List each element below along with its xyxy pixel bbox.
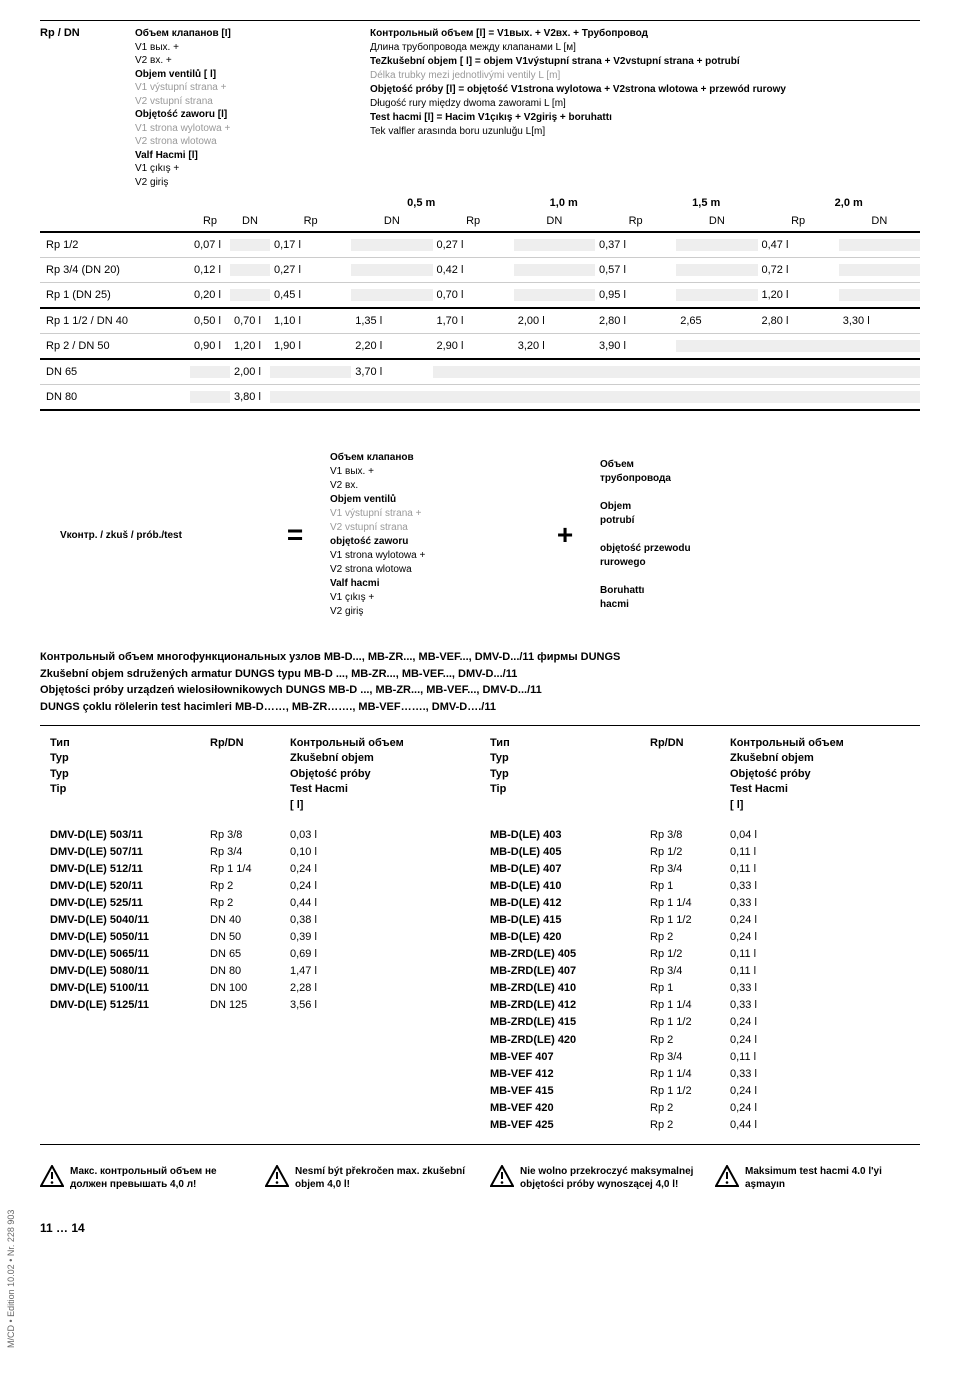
column-header-row: RpDN RpDNRpDNRpDNRpDN (40, 215, 920, 233)
list-item: MB-VEF 415Rp 1 1/20,24 l (490, 1083, 910, 1100)
section-title: Контрольный объем многофункциональных уз… (40, 649, 920, 715)
list-item: MB-VEF 412Rp 1 1/40,33 l (490, 1066, 910, 1083)
warning-icon (40, 1165, 64, 1187)
list-item: DMV-D(LE) 512/11Rp 1 1/40,24 l (50, 861, 470, 878)
table-row: DN 803,80 l (40, 385, 920, 411)
list-item: DMV-D(LE) 525/11Rp 20,44 l (50, 895, 470, 912)
list-item: DMV-D(LE) 520/11Rp 20,24 l (50, 878, 470, 895)
list-item: MB-VEF 425Rp 20,44 l (490, 1117, 910, 1134)
list-item: DMV-D(LE) 5065/11DN 650,69 l (50, 946, 470, 963)
warning-icon (715, 1165, 739, 1187)
list-item: MB-ZRD(LE) 412Rp 1 1/40,33 l (490, 997, 910, 1014)
list-item: DMV-D(LE) 503/11Rp 3/80,03 l (50, 827, 470, 844)
list-item: DMV-D(LE) 5100/11DN 1002,28 l (50, 980, 470, 997)
equals-sign: = (280, 519, 310, 551)
list-item: MB-D(LE) 407Rp 3/40,11 l (490, 861, 910, 878)
page-number: 11 … 14 (40, 1221, 920, 1235)
rpdn-header: Rp/DN (210, 736, 290, 813)
warning-item: Nie wolno przekroczyć maksymalnej objęto… (490, 1165, 695, 1191)
table-row: Rp 1 (DN 25)0,20 l0,45 l0,70 l0,95 l1,20… (40, 283, 920, 309)
list-item: MB-ZRD(LE) 420Rp 20,24 l (490, 1032, 910, 1049)
table-row: Rp 3/4 (DN 20)0,12 l0,27 l0,42 l0,57 l0,… (40, 258, 920, 283)
list-item: MB-D(LE) 410Rp 10,33 l (490, 878, 910, 895)
warning-icon (490, 1165, 514, 1187)
list-item: DMV-D(LE) 5040/11DN 400,38 l (50, 912, 470, 929)
volume-header: Контрольный объемZkušební objemObjętość … (730, 736, 910, 813)
formula-pipe-col: Объемтрубопровода Objempotrubí objętość … (600, 458, 800, 612)
list-item: DMV-D(LE) 5080/11DN 801,47 l (50, 963, 470, 980)
rpdn-label: Rp / DN (40, 27, 135, 189)
list-item: MB-D(LE) 415Rp 1 1/20,24 l (490, 912, 910, 929)
warnings-row: Макс. контрольный объем не должен превыш… (40, 1165, 920, 1191)
type-header: ТипTypTypTip (50, 736, 210, 813)
col-rp: Rp (190, 215, 230, 227)
col-dn: DN (230, 215, 270, 227)
v-label: Vконтр. / zkuš / prób./test (60, 530, 260, 541)
formula-block: Vконтр. / zkuš / prób./test = Объем клап… (40, 451, 920, 619)
list-item: DMV-D(LE) 507/11Rp 3/40,10 l (50, 844, 470, 861)
list-item: MB-VEF 420Rp 20,24 l (490, 1100, 910, 1117)
volume-header: Контрольный объемZkušební objemObjętość … (290, 736, 470, 813)
list-item: MB-ZRD(LE) 415Rp 1 1/20,24 l (490, 1014, 910, 1031)
type-header: ТипTypTypTip (490, 736, 650, 813)
table-row: DN 652,00 l3,70 l (40, 360, 920, 385)
edition-label: M/CD • Edition 10.02 • Nr. 228 903 (6, 1210, 16, 1348)
list-item: DMV-D(LE) 5125/11DN 1253,56 l (50, 997, 470, 1014)
table-row: Rp 2 / DN 500,90 l1,20 l1,90 l2,20 l2,90… (40, 334, 920, 360)
list-item: MB-VEF 407Rp 3/40,11 l (490, 1049, 910, 1066)
plus-sign: + (550, 519, 580, 551)
table-row: Rp 1 1/2 / DN 400,50 l0,70 l1,10 l1,35 l… (40, 309, 920, 334)
volume-table: Rp 1/20,07 l0,17 l0,27 l0,37 l0,47 lRp 3… (40, 233, 920, 411)
warning-icon (265, 1165, 289, 1187)
list-item: MB-D(LE) 420Rp 20,24 l (490, 929, 910, 946)
warning-item: Maksimum test hacmi 4.0 l'yi aşmayın (715, 1165, 920, 1191)
warning-item: Nesmí být překročen max. zkušební objem … (265, 1165, 470, 1191)
list-item: MB-ZRD(LE) 407Rp 3/40,11 l (490, 963, 910, 980)
valve-volume-labels: Объем клапанов [I]V1 вых. +V2 вх. +Objem… (135, 27, 231, 189)
table-row: Rp 1/20,07 l0,17 l0,27 l0,37 l0,47 l (40, 233, 920, 258)
list-item: MB-ZRD(LE) 405Rp 1/20,11 l (490, 946, 910, 963)
formula-header: Контрольный объем [l] = V1вых. + V2вх. +… (370, 27, 920, 189)
list-item: MB-D(LE) 405Rp 1/20,11 l (490, 844, 910, 861)
warning-item: Макс. контрольный объем не должен превыш… (40, 1165, 245, 1191)
device-table: ТипTypTypTip Rp/DN Контрольный объемZkuš… (40, 725, 920, 1145)
formula-valve-col: Объем клапановV1 вых. +V2 вх.Objem venti… (330, 451, 530, 619)
list-item: MB-D(LE) 403Rp 3/80,04 l (490, 827, 910, 844)
distance-header: 0,5 m1,0 m1,5 m2,0 m (40, 197, 920, 209)
header-row: Rp / DN Объем клапанов [I]V1 вых. +V2 вх… (40, 20, 920, 189)
list-item: MB-D(LE) 412Rp 1 1/40,33 l (490, 895, 910, 912)
list-item: DMV-D(LE) 5050/11DN 500,39 l (50, 929, 470, 946)
rpdn-header: Rp/DN (650, 736, 730, 813)
list-item: MB-ZRD(LE) 410Rp 10,33 l (490, 980, 910, 997)
